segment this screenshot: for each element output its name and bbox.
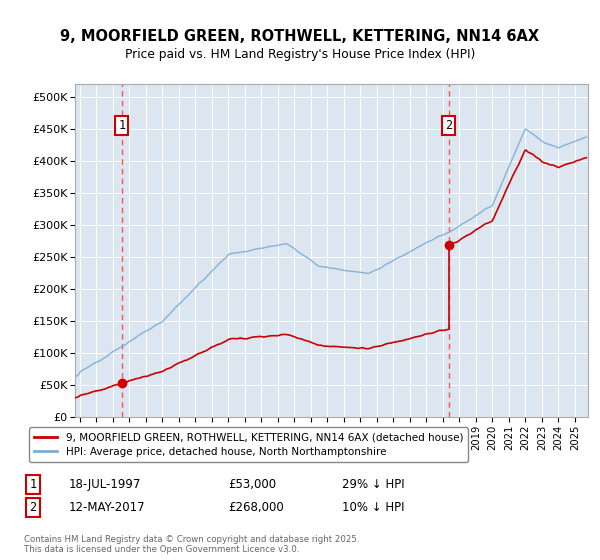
Text: 2: 2: [29, 501, 37, 515]
Text: £268,000: £268,000: [228, 501, 284, 515]
Text: 29% ↓ HPI: 29% ↓ HPI: [342, 478, 404, 491]
Legend: 9, MOORFIELD GREEN, ROTHWELL, KETTERING, NN14 6AX (detached house), HPI: Average: 9, MOORFIELD GREEN, ROTHWELL, KETTERING,…: [29, 427, 469, 462]
Text: 2: 2: [445, 119, 452, 132]
Text: 10% ↓ HPI: 10% ↓ HPI: [342, 501, 404, 515]
Text: 18-JUL-1997: 18-JUL-1997: [69, 478, 142, 491]
Text: 1: 1: [29, 478, 37, 491]
Text: £53,000: £53,000: [228, 478, 276, 491]
Text: 1: 1: [118, 119, 125, 132]
Text: Price paid vs. HM Land Registry's House Price Index (HPI): Price paid vs. HM Land Registry's House …: [125, 48, 475, 61]
Text: 9, MOORFIELD GREEN, ROTHWELL, KETTERING, NN14 6AX: 9, MOORFIELD GREEN, ROTHWELL, KETTERING,…: [61, 29, 539, 44]
Text: 12-MAY-2017: 12-MAY-2017: [69, 501, 146, 515]
Text: Contains HM Land Registry data © Crown copyright and database right 2025.
This d: Contains HM Land Registry data © Crown c…: [24, 535, 359, 554]
